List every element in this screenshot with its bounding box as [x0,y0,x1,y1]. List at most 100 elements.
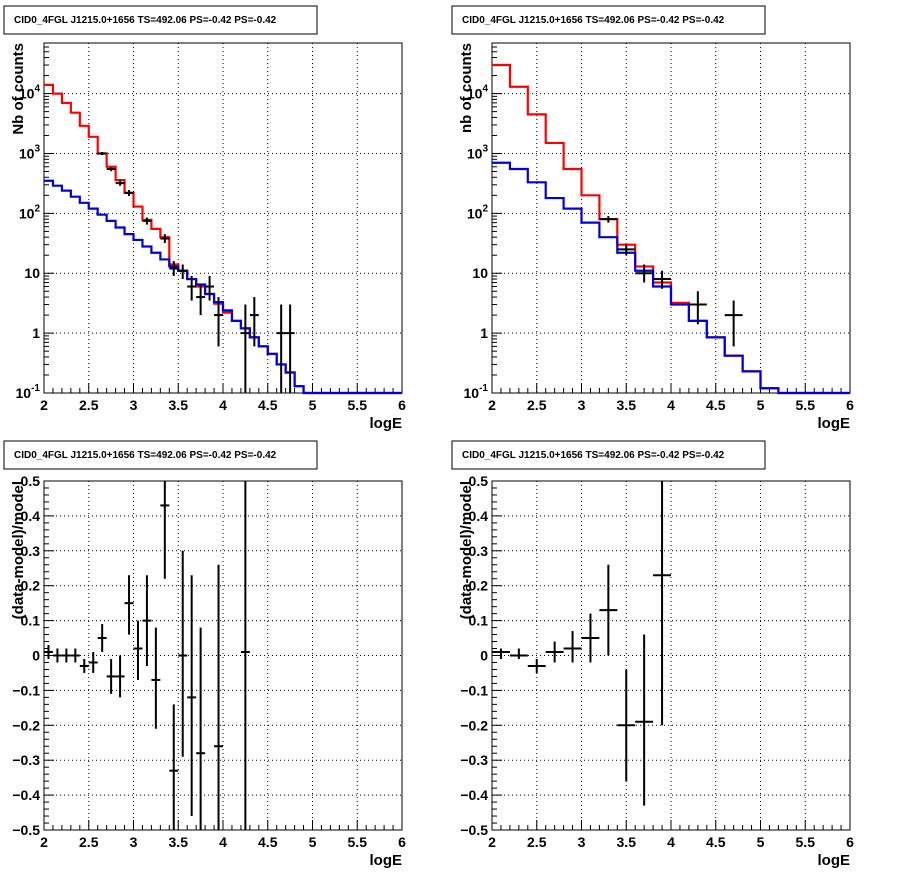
data-point [617,244,636,256]
data-point [285,304,295,393]
x-tick-label: 4.5 [706,397,726,413]
data-point [44,645,53,659]
data-point [249,297,259,347]
x-tick-label: 4 [667,834,675,850]
y-tick-label: −0.3 [12,752,40,768]
data-point [160,234,170,243]
data-point [79,658,89,673]
data-point [214,564,223,830]
x-tick-label: 3.5 [169,834,189,850]
series-group [492,481,671,806]
y-tick-label: −0.4 [460,787,488,803]
data-point [214,297,223,347]
plot-frame [491,42,851,394]
y-tick-label: 0.5 [469,473,489,489]
y-tick-label: 0.2 [469,578,489,594]
x-tick-label: 4.5 [706,834,726,850]
data-point [205,275,215,301]
data-point [653,270,671,289]
x-tick-label: 2 [40,834,48,850]
data-point [160,481,170,579]
y-tick-label: 103 [19,143,41,161]
data-point [187,575,197,817]
series-group [492,63,850,395]
series-group [44,481,250,830]
data-point [240,481,250,830]
title-box [3,5,318,35]
y-tick-label: 1 [32,325,40,341]
data-point [52,648,62,663]
x-tick-label: 3.5 [617,397,637,413]
data-point [115,655,125,698]
x-tick-label: 3 [130,397,138,413]
chart-title: CID0_4FGL J1215.0+1656 TS=492.06 PS=-0.4… [462,15,725,26]
series-group [44,83,402,395]
data-point [599,564,618,656]
data-point [599,216,618,223]
data-point [492,648,510,659]
title-box [451,5,766,35]
data-point [178,264,188,280]
x-tick-label: 2 [40,397,48,413]
y-axis-label: nb of counts [458,43,475,133]
data-point [276,304,286,393]
x-tick-label: 5 [309,834,317,850]
data-point [545,641,564,663]
x-tick-label: 3.5 [169,397,189,413]
y-tick-label: 0.5 [21,473,41,489]
data-point [169,704,179,830]
data-point [635,264,654,283]
y-tick-label: −0.1 [460,682,488,698]
y-tick-label: −0.2 [12,717,40,733]
chart-panel-1: CID0_4FGL J1215.0+1656 TS=492.06 PS=-0.4… [3,5,406,432]
x-tick-label: 4 [219,834,227,850]
data-point [97,624,107,653]
plot-frame [491,480,851,831]
data-point [581,613,600,663]
data-point [115,180,125,186]
y-tick-label: −0.5 [460,822,488,838]
data-point [151,627,161,729]
x-axis-label: logE [818,852,851,869]
data-point [142,217,152,225]
data-point [106,658,116,694]
x-tick-label: 2 [488,834,496,850]
x-tick-label: 3 [578,834,586,850]
x-tick-label: 5 [757,834,765,850]
data-point [563,631,582,663]
x-tick-label: 6 [846,397,854,413]
data-point [509,648,528,659]
y-tick-label: 0.1 [21,613,41,629]
plot-frame [43,480,403,831]
x-tick-label: 4.5 [258,397,278,413]
data-point [106,166,116,172]
data-point [187,275,197,301]
x-axis-label: logE [370,852,403,869]
x-tick-label: 6 [846,834,854,850]
x-tick-label: 5 [309,397,317,413]
y-tick-label: 0 [32,648,40,664]
data-point [178,550,188,757]
y-tick-label: −0.5 [12,822,40,838]
chart-panel-4: CID0_4FGL J1215.0+1656 TS=492.06 PS=-0.4… [451,440,854,869]
x-tick-label: 2 [488,397,496,413]
x-tick-label: 5.5 [348,834,368,850]
y-tick-label: 1 [480,325,488,341]
y-axis-label: (data-model)/model [10,481,27,619]
x-axis-label: logE [818,415,851,432]
x-tick-label: 4.5 [258,834,278,850]
data-point [617,669,636,782]
chart-panel-2: CID0_4FGL J1215.0+1656 TS=492.06 PS=-0.4… [451,5,854,432]
y-tick-label: 0.1 [469,613,489,629]
title-box [451,440,766,470]
x-tick-label: 6 [398,397,406,413]
y-axis-label: (data-model)/model [458,481,475,619]
y-tick-label: 10-1 [464,383,489,401]
chart-title: CID0_4FGL J1215.0+1656 TS=492.06 PS=-0.4… [462,450,725,461]
chart-title: CID0_4FGL J1215.0+1656 TS=492.06 PS=-0.4… [14,450,277,461]
x-tick-label: 5.5 [796,834,816,850]
data-point [196,627,206,830]
data-point [133,620,143,680]
y-tick-label: 102 [19,203,41,221]
